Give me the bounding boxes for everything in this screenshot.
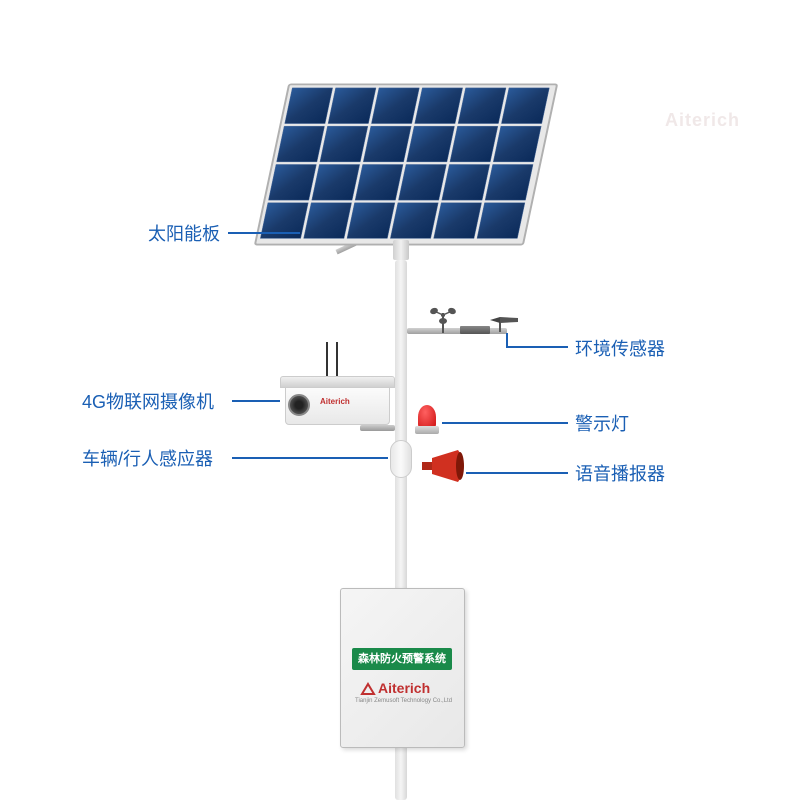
control-box-subtitle: Tianjin Zemusoft Technology Co.,Ltd: [355, 698, 452, 704]
leader-line: [232, 457, 388, 459]
speaker-label: 语音播报器: [575, 460, 665, 486]
camera-antenna: [336, 342, 338, 378]
brand-text: Aiterich: [378, 680, 430, 696]
camera-hood: [280, 376, 395, 388]
env-sensor-label: 环境传感器: [575, 335, 665, 361]
leader-line: [466, 472, 568, 474]
sensor-box: [460, 326, 490, 334]
camera-mount: [360, 425, 395, 431]
speaker-icon: [418, 448, 466, 489]
leader-line: [232, 400, 280, 402]
camera-lens-icon: [288, 394, 310, 416]
pole-top: [393, 240, 409, 260]
leader-line: [506, 333, 508, 346]
leader-line: [228, 232, 300, 234]
watermark: Aiterich: [665, 110, 740, 131]
motion-sensor: [390, 440, 412, 478]
warning-light-base: [415, 426, 439, 434]
motion-sensor-label: 车辆/行人感应器: [82, 445, 213, 471]
warning-light-label: 警示灯: [575, 410, 629, 436]
leader-line: [442, 422, 568, 424]
leader-line: [506, 346, 568, 348]
control-box-logo: Aiterich: [360, 680, 430, 696]
camera-label: 4G物联网摄像机: [82, 388, 214, 414]
control-box-title: 森林防火预警系统: [352, 648, 452, 670]
anemometer-icon: [428, 305, 458, 338]
solar-panel-label: 太阳能板: [148, 220, 220, 246]
camera-brand-label: Aiterich: [320, 397, 350, 406]
camera-antenna: [326, 342, 328, 378]
